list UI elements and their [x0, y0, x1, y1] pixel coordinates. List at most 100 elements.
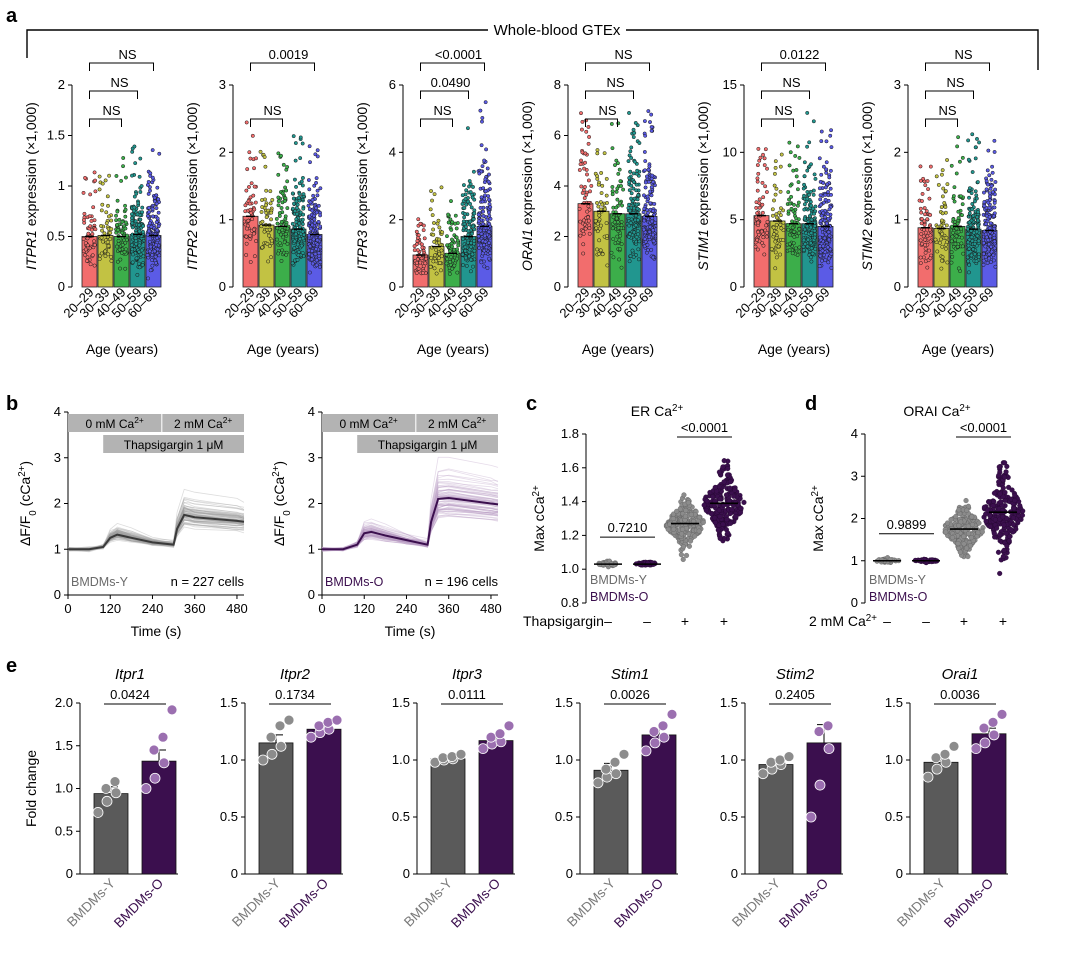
data-point — [984, 187, 989, 192]
data-point — [299, 243, 304, 248]
data-point — [779, 226, 784, 231]
data-point — [918, 164, 923, 169]
data-point — [788, 201, 792, 206]
data-point — [632, 159, 637, 164]
data-point — [991, 258, 996, 263]
data-point — [987, 173, 992, 178]
data-point — [248, 195, 253, 200]
data-point — [993, 264, 998, 269]
data-point — [579, 158, 583, 163]
data-point — [267, 244, 272, 248]
data-point — [785, 223, 790, 227]
data-point — [301, 192, 306, 197]
data-point — [965, 523, 971, 529]
data-point — [284, 252, 289, 257]
data-point — [825, 245, 830, 250]
y-tick-label: 4 — [554, 178, 561, 193]
data-point — [137, 222, 142, 227]
data-point — [828, 168, 833, 173]
y-tick-label: 3 — [54, 450, 61, 465]
data-point — [138, 217, 143, 222]
data-point — [120, 219, 125, 224]
data-point — [1000, 553, 1006, 560]
data-point — [438, 261, 442, 265]
data-point — [928, 239, 933, 244]
data-point — [820, 248, 825, 253]
data-point — [812, 235, 817, 240]
data-point — [488, 205, 493, 210]
data-point — [925, 217, 930, 222]
data-point — [276, 199, 281, 204]
data-point — [788, 150, 793, 155]
panel-e-label: e — [6, 655, 17, 677]
data-point — [421, 271, 425, 275]
data-point — [956, 216, 961, 220]
data-point — [791, 241, 796, 246]
data-point — [612, 220, 617, 225]
text-part: ITPR3 — [354, 230, 370, 270]
data-point — [247, 150, 252, 155]
data-point — [967, 220, 972, 225]
bracket-title: Whole-blood GTEx — [494, 22, 621, 39]
data-point — [83, 247, 88, 252]
text-part: Itpr3 — [452, 666, 483, 683]
chart-a-stim1: 0 5 10 15 STIM1 expression (×1,000) NS NS 0.012… — [695, 47, 834, 357]
data-point — [772, 198, 776, 203]
text-part: ITPR2 — [184, 230, 200, 270]
data-point — [957, 549, 963, 555]
data-point — [773, 192, 778, 197]
data-point — [463, 255, 468, 260]
data-point — [461, 183, 466, 188]
data-point — [431, 227, 436, 232]
data-point — [632, 180, 636, 185]
data-point — [617, 167, 622, 172]
text-part: expression (×1,000) — [184, 102, 200, 230]
gene-title: Stim2 — [776, 666, 815, 683]
data-point — [460, 193, 465, 198]
data-point — [949, 535, 955, 541]
data-point — [150, 148, 155, 153]
condition-label: + — [999, 613, 1007, 629]
data-point — [824, 221, 829, 226]
data-point — [757, 768, 769, 780]
data-point — [918, 255, 923, 260]
y-tick-label: 1.0 — [220, 752, 238, 767]
y-tick-label: 3 — [308, 450, 315, 465]
data-point — [317, 264, 322, 269]
data-point — [827, 207, 832, 212]
y-tick-label: 0.5 — [555, 809, 573, 824]
data-point — [248, 156, 253, 161]
text-part: Itpr2 — [280, 666, 311, 683]
data-point — [430, 213, 435, 218]
data-point — [1012, 492, 1018, 499]
data-point — [460, 202, 465, 206]
data-point — [148, 744, 160, 756]
data-point — [480, 119, 484, 124]
data-point — [829, 192, 833, 197]
data-point — [316, 219, 321, 224]
bracket-line — [26, 29, 1039, 70]
x-tick-label: BMDMs-Y — [729, 876, 783, 930]
data-point — [420, 245, 425, 250]
data-point — [252, 184, 257, 189]
data-point — [469, 205, 474, 210]
data-point — [597, 217, 602, 222]
data-point — [826, 216, 831, 221]
data-point — [310, 261, 315, 266]
data-point — [140, 262, 145, 267]
data-point — [300, 183, 305, 188]
condition-label: – — [604, 613, 612, 629]
data-point — [928, 227, 932, 232]
data-point — [976, 223, 981, 228]
data-point — [983, 254, 988, 259]
data-point — [148, 171, 153, 176]
data-point — [774, 255, 779, 260]
data-point — [477, 245, 482, 250]
data-point — [275, 221, 280, 226]
data-point — [313, 720, 325, 732]
data-point — [613, 163, 617, 168]
data-point — [147, 205, 152, 210]
comparison-bracket — [925, 118, 958, 127]
data-point — [129, 212, 134, 217]
data-point — [263, 164, 268, 169]
